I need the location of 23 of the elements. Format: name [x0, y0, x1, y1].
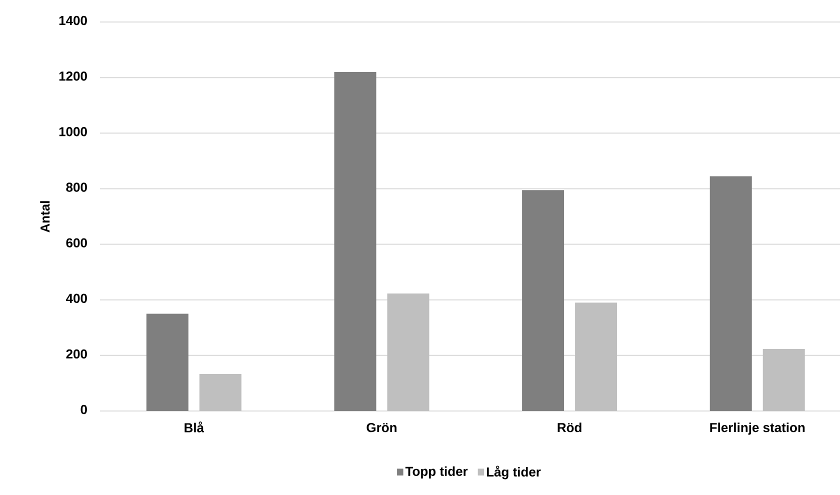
x-tick-label: Flerlinje station — [710, 422, 805, 435]
bar — [146, 314, 188, 411]
y-tick-label: 1200 — [59, 71, 87, 81]
y-tick-label: 1000 — [59, 127, 87, 136]
x-tick-label: Blå — [184, 422, 204, 432]
x-tick-label: Röd — [558, 422, 582, 432]
bar — [762, 349, 805, 411]
y-tick-label: 400 — [66, 294, 87, 303]
y-tick-label: 0 — [80, 404, 87, 414]
bar — [522, 190, 564, 411]
legend-label: Låg tider — [486, 466, 541, 480]
y-tick-label: 800 — [66, 182, 87, 192]
y-axis-title: Antal — [40, 201, 50, 232]
bar — [710, 176, 752, 411]
y-tick-label: 600 — [66, 238, 87, 248]
bar — [387, 293, 430, 411]
y-tick-label: 1400 — [59, 16, 87, 26]
legend-label: Topp tider — [405, 466, 468, 479]
y-tick-label: 200 — [66, 349, 87, 359]
x-tick-label: Grön — [366, 422, 396, 432]
bar — [575, 302, 618, 411]
bar — [334, 72, 376, 411]
bar — [199, 374, 242, 411]
